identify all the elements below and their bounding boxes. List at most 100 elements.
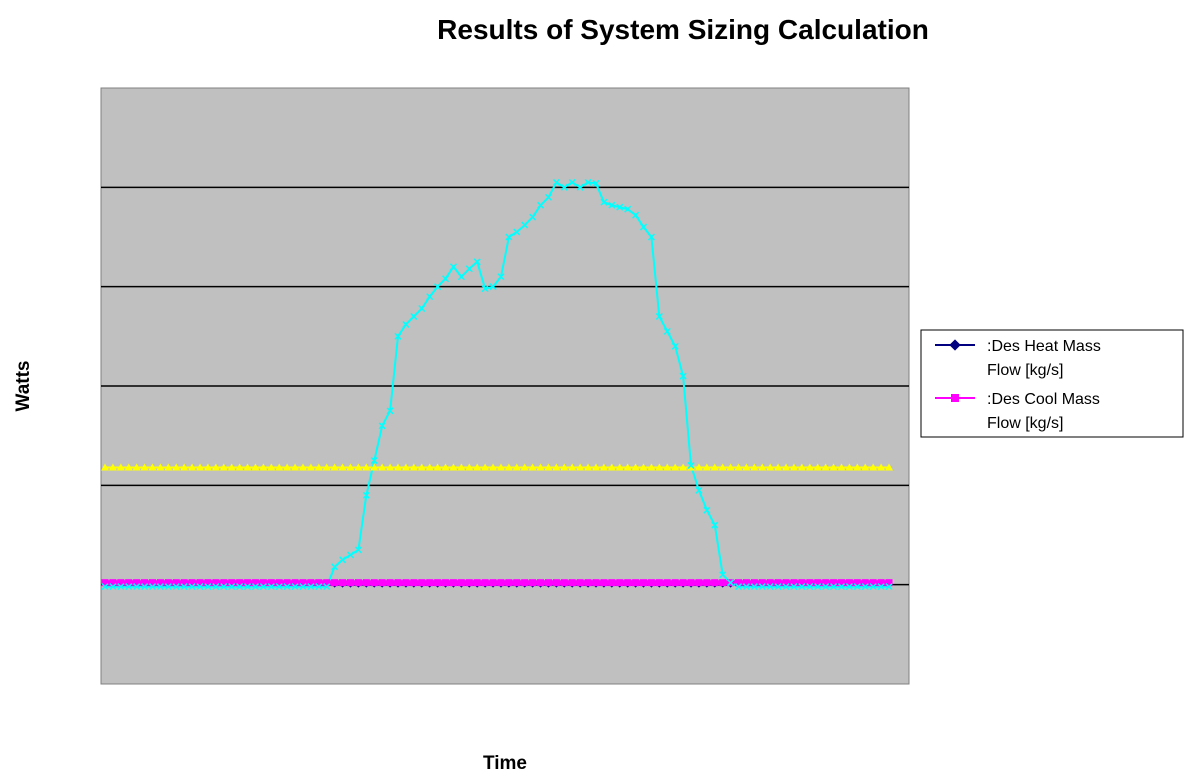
- series-3-point-45: [457, 273, 465, 281]
- series-3-point-87: [790, 583, 798, 591]
- series-3-point-7: [156, 583, 164, 591]
- series-1-point-94: [845, 579, 853, 587]
- series-3-point-85: [774, 583, 782, 591]
- series-1-point-66: [624, 579, 632, 587]
- series-2-point-22: [275, 463, 284, 471]
- series-3-point-63: [600, 198, 608, 206]
- series-1-point-13: [204, 579, 212, 587]
- series-1-point-51: [505, 579, 513, 587]
- series-2-point-69: [647, 463, 656, 471]
- series-1-point-26: [307, 579, 315, 587]
- series-1-point-30: [339, 579, 347, 587]
- series-2-point-59: [568, 463, 577, 471]
- series-2-point-29: [330, 463, 339, 471]
- series-3-point-97: [869, 583, 877, 591]
- series-1-point-27: [315, 579, 323, 587]
- series-2-point-81: [742, 463, 751, 471]
- series-1-point-74: [687, 579, 695, 587]
- series-1-point-53: [521, 579, 529, 587]
- series-1-point-96: [861, 579, 869, 587]
- series-2-point-79: [726, 463, 735, 471]
- series-2-point-26: [306, 463, 315, 471]
- series-2-point-80: [734, 463, 743, 471]
- series-3-point-4: [133, 583, 141, 591]
- series-3-point-62: [592, 179, 600, 187]
- series-2-point-15: [219, 463, 228, 471]
- series-2-point-51: [504, 463, 513, 471]
- series-2-point-97: [869, 463, 878, 471]
- series-1-point-5: [141, 579, 149, 587]
- series-2-point-94: [845, 463, 854, 471]
- series-1-point-46: [465, 579, 473, 587]
- series-2-point-7: [156, 463, 165, 471]
- legend-label-heat-line1: :Des Heat Mass: [987, 338, 1101, 355]
- series-1-point-81: [742, 579, 750, 587]
- series-2-point-56: [544, 463, 553, 471]
- series-2-point-98: [877, 463, 886, 471]
- series-2-point-16: [227, 463, 236, 471]
- series-1-point-8: [164, 579, 172, 587]
- series-3-point-92: [830, 583, 838, 591]
- series-3-point-3: [125, 583, 133, 591]
- series-2-point-52: [512, 463, 521, 471]
- series-1-point-10: [180, 579, 188, 587]
- series-1-point-56: [544, 579, 552, 587]
- series-1-point-95: [853, 579, 861, 587]
- series-2-point-57: [552, 463, 561, 471]
- series-2-point-75: [694, 463, 703, 471]
- series-2-point-24: [291, 463, 300, 471]
- series-3-point-42: [434, 283, 442, 291]
- series-3-point-20: [259, 583, 267, 591]
- series-2-point-49: [489, 463, 498, 471]
- series-1-point-49: [489, 579, 497, 587]
- legend-swatch-cool-marker: [951, 394, 959, 402]
- series-2-point-62: [591, 463, 600, 471]
- series-2-point-73: [679, 463, 688, 471]
- series-1-point-9: [172, 579, 180, 587]
- series-1-point-7: [156, 579, 164, 587]
- series-3-point-17: [236, 583, 244, 591]
- series-1-point-47: [473, 579, 481, 587]
- series-2-point-1: [108, 463, 117, 471]
- series-3-point-79: [727, 579, 735, 587]
- series-3-point-64: [608, 201, 616, 209]
- series-1-point-87: [790, 579, 798, 587]
- series-1-point-44: [449, 579, 457, 587]
- series-3-point-61: [584, 178, 592, 186]
- series-2-point-9: [172, 463, 181, 471]
- series-2-point-83: [758, 463, 767, 471]
- series-3-point-16: [228, 583, 236, 591]
- legend-label-cool-line1: :Des Cool Mass: [987, 391, 1100, 408]
- series-3-point-11: [188, 583, 196, 591]
- series-1-point-57: [552, 579, 560, 587]
- series-3-point-21: [267, 583, 275, 591]
- series-3-point-5: [141, 583, 149, 591]
- series-3-point-32: [354, 546, 362, 554]
- series-3-point-22: [275, 583, 283, 591]
- series-2-point-53: [520, 463, 529, 471]
- series-1-point-64: [608, 579, 616, 587]
- series-3-point-30: [339, 556, 347, 564]
- series-2-point-61: [584, 463, 593, 471]
- series-markers: [101, 178, 893, 591]
- series-3-point-52: [513, 228, 521, 236]
- series-1-point-89: [806, 579, 814, 587]
- series-2-point-0: [101, 463, 109, 471]
- series-1-point-20: [259, 579, 267, 587]
- series-1-point-83: [758, 579, 766, 587]
- series-1-point-23: [283, 579, 291, 587]
- series-1-point-70: [655, 579, 663, 587]
- series-2-point-68: [639, 463, 648, 471]
- series-2-point-38: [401, 463, 410, 471]
- series-3-point-66: [624, 205, 632, 213]
- series-3-point-23: [283, 583, 291, 591]
- series-2-point-60: [576, 463, 585, 471]
- series-2-point-37: [394, 463, 403, 471]
- series-1-point-2: [117, 579, 125, 587]
- series-2-point-99: [885, 463, 893, 471]
- series-2-point-92: [829, 463, 838, 471]
- series-1-point-17: [236, 579, 244, 587]
- series-1-point-24: [291, 579, 299, 587]
- series-2-point-8: [164, 463, 173, 471]
- series-1-point-33: [362, 579, 370, 587]
